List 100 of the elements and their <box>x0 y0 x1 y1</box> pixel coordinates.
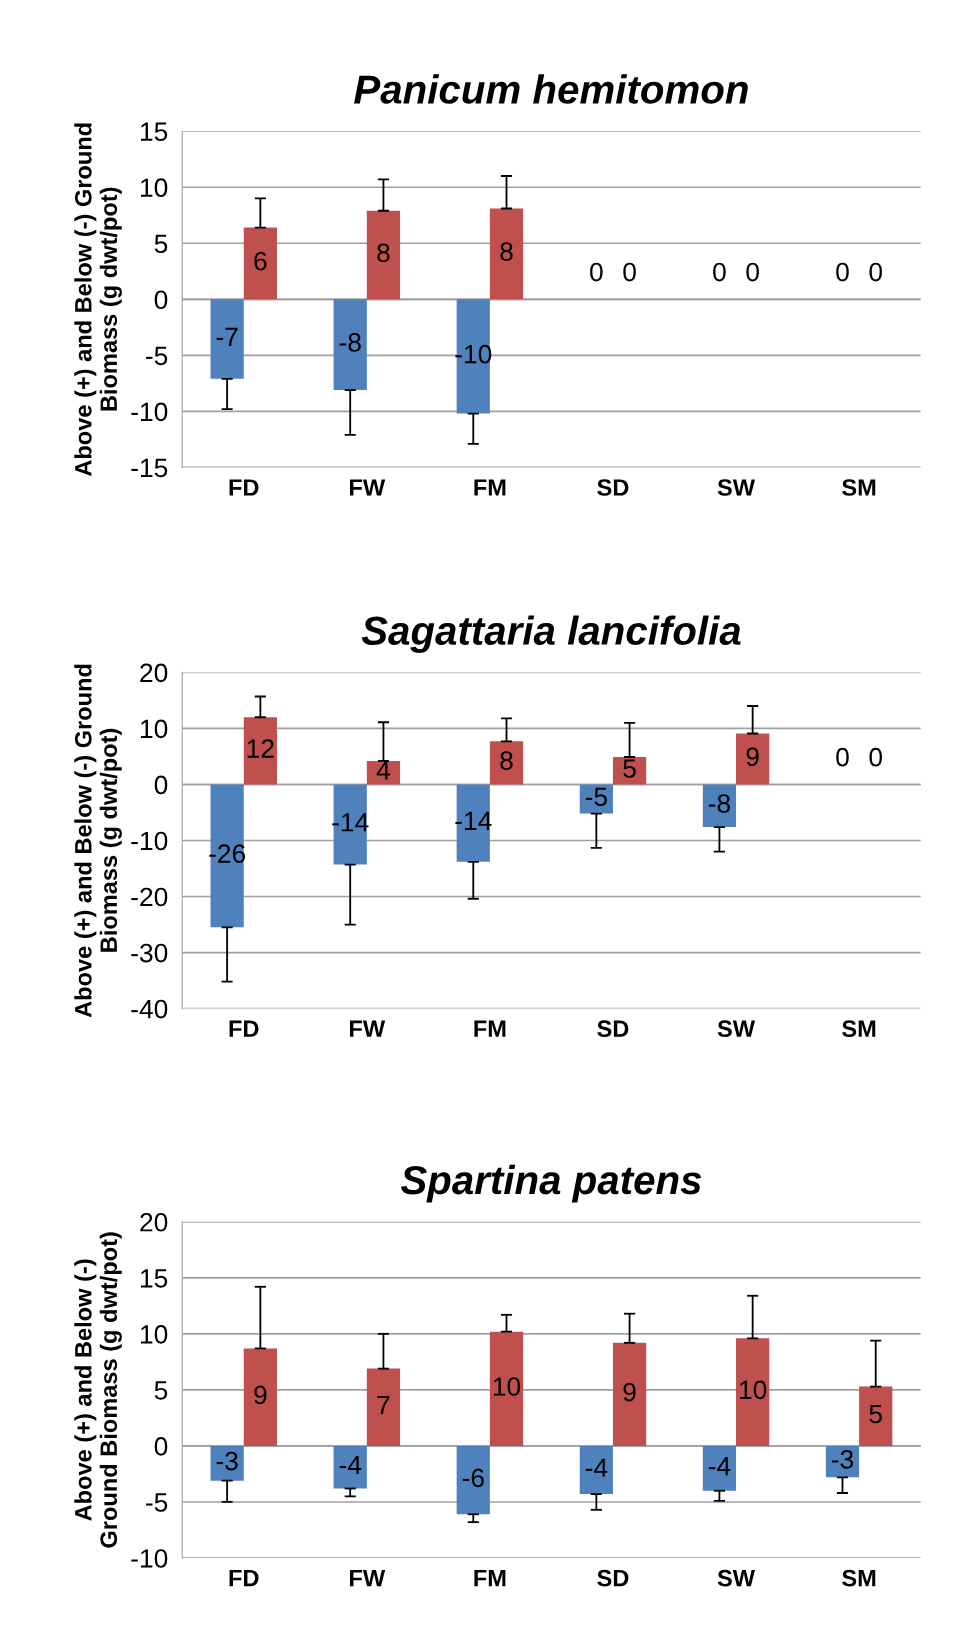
bar <box>489 741 524 785</box>
chart-title: Panicum hemitomon <box>354 74 748 104</box>
x-tick-label: SM <box>842 479 876 496</box>
chart-title: Sagattaria lancifolia <box>361 615 741 653</box>
data-label: 10 <box>739 1380 767 1400</box>
data-label: 0 <box>836 262 849 282</box>
y-tick-label: -10 <box>131 831 168 851</box>
y-tick-label: 10 <box>140 178 168 198</box>
y-tick-label: -10 <box>131 1549 168 1568</box>
bar <box>859 1386 893 1446</box>
x-tick-label: SW <box>717 1569 756 1587</box>
x-tick-label: FW <box>350 1020 386 1037</box>
x-tick-label: SM <box>842 1569 876 1587</box>
y-tick-label: -5 <box>146 346 168 366</box>
data-label: -6 <box>462 1468 484 1488</box>
y-tick-label: 0 <box>154 1437 168 1456</box>
y-tick-label: -5 <box>146 1493 168 1512</box>
data-label: 10 <box>493 1377 521 1396</box>
y-tick-label: -40 <box>131 999 168 1019</box>
data-label: 9 <box>746 747 759 767</box>
x-tick-label: FM <box>474 479 506 496</box>
bar <box>210 1445 244 1481</box>
bar <box>243 227 277 300</box>
chart-title: Spartina patens <box>400 1164 702 1203</box>
data-label: 0 <box>623 262 636 282</box>
data-label: 0 <box>869 747 883 767</box>
data-label: 5 <box>623 759 636 778</box>
bar <box>489 1331 524 1446</box>
y-tick-label: 15 <box>140 1269 168 1288</box>
bar <box>736 1338 770 1446</box>
bar <box>612 1342 647 1446</box>
y-tick-label: 0 <box>154 290 168 310</box>
y-tick-label: 10 <box>140 719 168 739</box>
y-tick-label: 20 <box>140 663 168 683</box>
data-label: 9 <box>254 1385 267 1405</box>
data-label: 0 <box>590 262 603 282</box>
y-tick-label: -15 <box>131 458 168 478</box>
y-tick-label: 5 <box>154 234 168 254</box>
y-tick-label: -20 <box>131 887 168 907</box>
x-tick-label: FW <box>350 1569 386 1587</box>
x-tick-label: FM <box>474 1020 506 1037</box>
data-label: 0 <box>869 262 883 282</box>
data-label: -5 <box>585 787 607 807</box>
y-tick-label: 10 <box>140 1325 168 1344</box>
bar <box>366 1368 401 1446</box>
y-tick-label: 0 <box>154 775 168 795</box>
bar <box>736 733 770 785</box>
x-tick-label: FD <box>229 479 259 496</box>
x-tick-label: SW <box>717 1020 756 1038</box>
data-label: -8 <box>339 333 361 352</box>
x-tick-label: FM <box>474 1569 506 1587</box>
bar <box>579 784 613 814</box>
data-label: -3 <box>216 1451 238 1471</box>
x-tick-label: FW <box>350 479 386 496</box>
bar <box>366 210 401 300</box>
bar <box>456 1445 490 1515</box>
bar <box>333 1445 367 1489</box>
data-label: -4 <box>708 1457 731 1476</box>
x-tick-label: SW <box>717 479 756 496</box>
y-tick-label: -10 <box>131 402 168 422</box>
data-label: -8 <box>708 794 730 813</box>
data-label: 0 <box>836 747 849 767</box>
y-tick-label: 15 <box>140 122 168 142</box>
y-tick-label: -30 <box>131 943 168 963</box>
data-label: 8 <box>377 243 390 263</box>
data-label: 5 <box>869 1404 882 1424</box>
data-label: 4 <box>376 761 390 780</box>
y-tick-label: 20 <box>140 1212 168 1232</box>
data-label: -4 <box>585 1458 608 1477</box>
data-label: 0 <box>746 262 759 282</box>
data-label: 8 <box>500 242 513 261</box>
data-label: -7 <box>216 327 238 346</box>
bar <box>210 784 244 928</box>
x-tick-label: FD <box>229 1569 259 1587</box>
bar <box>489 208 524 300</box>
y-axis-title: Above (+) and Below (-) Ground Biomass (g dwt/pot) <box>74 123 122 477</box>
data-label: 7 <box>377 1395 390 1415</box>
x-tick-label: FD <box>229 1020 259 1037</box>
bar <box>579 1445 613 1495</box>
y-axis-title: Above (+) and Below (-) Ground Biomass (g dwt/pot) <box>74 664 122 1018</box>
bar <box>702 784 737 828</box>
y-axis-title: Above (+) and Below (-) Ground Biomass (g dwt/pot) <box>74 1232 122 1548</box>
x-tick-label: SD <box>597 1569 629 1587</box>
bar <box>366 760 401 785</box>
bar <box>702 1445 737 1491</box>
bar <box>210 299 244 379</box>
x-tick-label: SM <box>842 1020 876 1038</box>
data-label: 8 <box>500 751 513 770</box>
data-label: -3 <box>831 1450 854 1469</box>
data-label: 6 <box>254 251 267 271</box>
data-label: 9 <box>623 1382 636 1402</box>
x-tick-label: SD <box>597 479 629 496</box>
bar <box>243 717 277 785</box>
bar <box>333 299 367 391</box>
y-tick-label: 5 <box>154 1381 168 1400</box>
bar <box>243 1348 277 1446</box>
data-label: 12 <box>247 739 274 758</box>
data-label: -4 <box>339 1455 362 1475</box>
x-tick-label: SD <box>597 1020 629 1038</box>
data-label: 0 <box>713 262 726 282</box>
